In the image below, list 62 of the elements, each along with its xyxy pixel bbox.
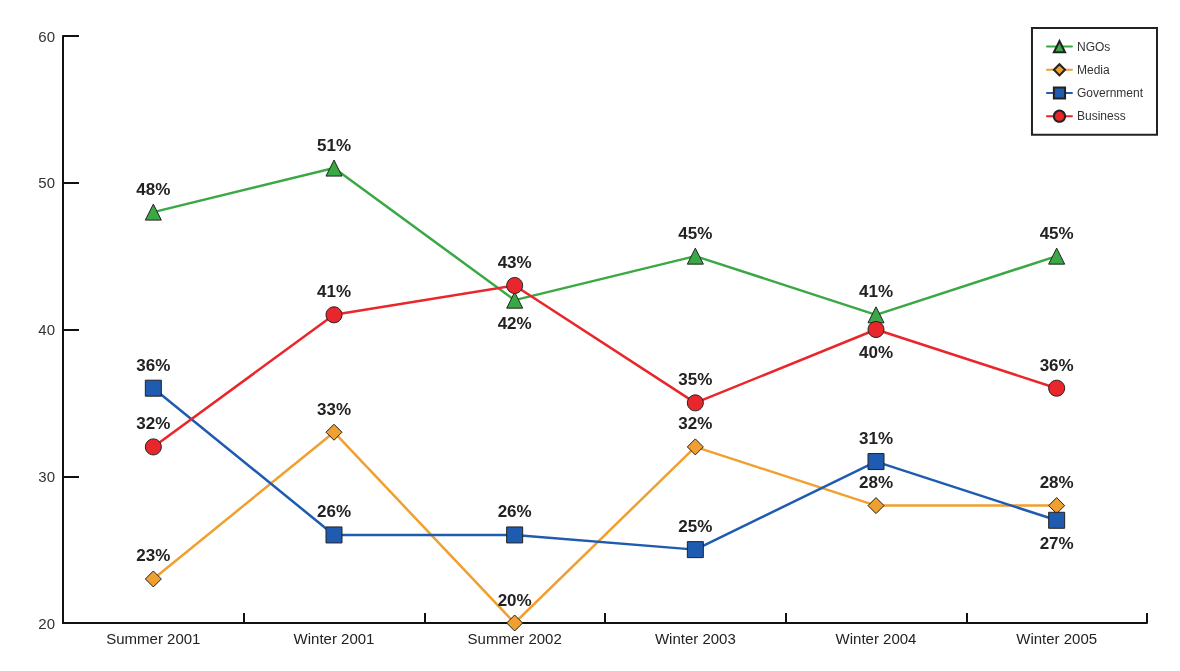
y-tick-label: 30	[38, 467, 55, 485]
data-label: 25%	[678, 517, 713, 537]
point	[1048, 247, 1066, 265]
data-label: 33%	[316, 399, 352, 419]
y-tick-label: 20	[38, 614, 55, 632]
point	[686, 394, 704, 412]
x-tick-label: Winter 2005	[1016, 630, 1098, 647]
point	[867, 321, 885, 338]
point	[867, 453, 885, 471]
point	[325, 306, 343, 324]
data-label: 36%	[1039, 355, 1074, 375]
data-label: 51%	[316, 135, 352, 155]
point	[686, 247, 704, 265]
x-tick-label: Winter 2004	[835, 630, 917, 647]
y-tick-label: 60	[38, 27, 55, 45]
point	[144, 379, 162, 397]
data-label: 26%	[497, 502, 532, 522]
x-tick-label: Winter 2003	[654, 630, 736, 647]
x-tick-label: Summer 2001	[106, 630, 201, 647]
data-label: 41%	[858, 282, 894, 302]
data-label: 35%	[678, 370, 713, 390]
data-label: 45%	[678, 223, 713, 243]
data-label: 42%	[497, 313, 532, 333]
data-label: 45%	[1039, 223, 1074, 243]
point	[144, 203, 162, 221]
x-tick-label: Summer 2002	[467, 630, 562, 647]
point	[506, 291, 524, 309]
data-label: 27%	[1039, 533, 1074, 553]
data-label: 43%	[497, 252, 532, 272]
point	[144, 570, 162, 588]
data-label: 31%	[858, 429, 894, 449]
data-label: 36%	[136, 355, 171, 375]
data-label: 20%	[497, 590, 532, 610]
point	[144, 438, 162, 456]
data-label: 28%	[1039, 473, 1074, 493]
point	[325, 159, 343, 177]
data-label: 41%	[316, 282, 352, 302]
point	[1048, 511, 1066, 529]
data-label: 28%	[858, 473, 894, 493]
y-tick-label: 50	[38, 174, 55, 192]
legend-label: Business	[1076, 109, 1126, 124]
data-label: 32%	[136, 414, 171, 434]
x-tick-label: Winter 2001	[293, 630, 375, 647]
point	[325, 423, 343, 441]
legend-label: Media	[1076, 62, 1110, 77]
point	[686, 541, 704, 559]
point	[1048, 497, 1066, 515]
legend-label: Government	[1076, 86, 1144, 100]
data-label: 26%	[316, 502, 352, 522]
legend-label: NGOs	[1076, 39, 1111, 54]
data-label: 23%	[136, 546, 171, 566]
point	[867, 497, 885, 515]
point	[325, 526, 343, 544]
point	[506, 614, 524, 632]
point	[506, 276, 524, 294]
point	[1048, 379, 1066, 397]
data-label: 40%	[858, 343, 894, 362]
point	[686, 438, 704, 456]
data-label: 48%	[136, 179, 171, 199]
point	[506, 526, 524, 544]
y-tick-label: 40	[38, 321, 55, 338]
data-label: 32%	[678, 414, 713, 434]
